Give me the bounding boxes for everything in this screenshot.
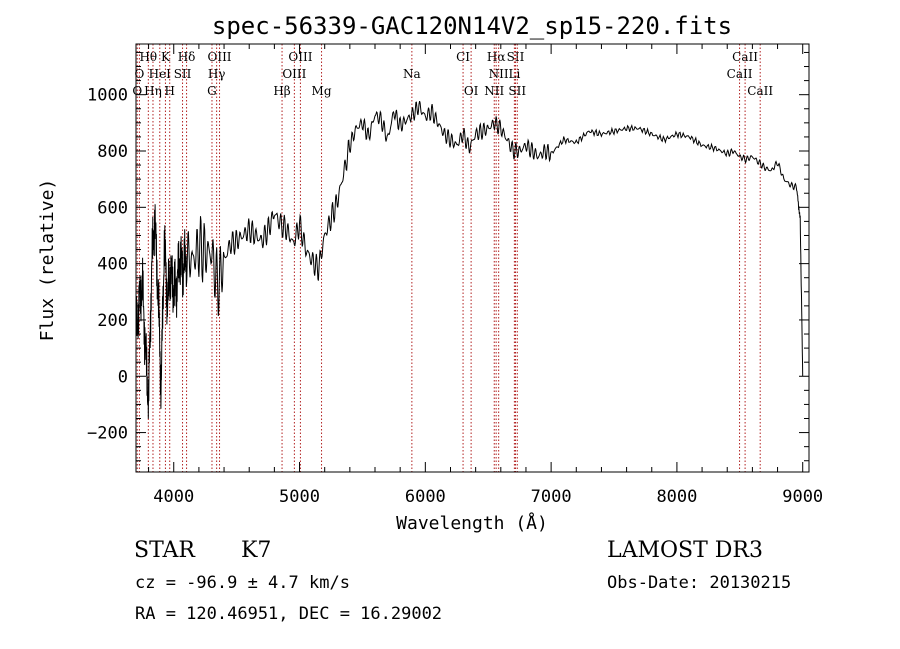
marker-label: OI — [464, 84, 479, 98]
marker-label: OIII — [288, 50, 312, 64]
plot-frame — [135, 43, 810, 473]
marker-label: Hα — [487, 50, 506, 64]
ra-dec-coordinates: RA = 120.46951, DEC = 16.29002 — [135, 604, 443, 624]
survey-name: LAMOST DR3 — [607, 538, 763, 563]
marker-label: Hθ — [139, 50, 157, 64]
x-axis: 4000 5000 6000 7000 8000 9000 — [148, 44, 823, 507]
marker-label: SII — [174, 67, 192, 81]
marker-label: Hδ — [178, 50, 196, 64]
redshift-velocity: cz = -96.9 ± 4.7 km/s — [135, 573, 350, 593]
marker-label: SII — [508, 84, 526, 98]
object-class: STAR — [134, 538, 195, 563]
marker-label: CaII — [747, 84, 773, 98]
x-tick-label: 9000 — [782, 487, 823, 507]
marker-label: Hγ — [208, 67, 226, 81]
y-tick-label: 800 — [97, 142, 128, 162]
y-tick-label: 400 — [97, 255, 128, 275]
y-tick-label: 0 — [118, 367, 128, 387]
marker-label: K — [161, 50, 171, 64]
marker-label: Li — [508, 67, 520, 81]
marker-label: HeI — [149, 67, 172, 81]
object-subclass: K7 — [241, 538, 272, 563]
marker-label: Na — [403, 67, 421, 81]
y-tick-label: −200 — [87, 424, 128, 444]
x-tick-label: 7000 — [531, 487, 572, 507]
marker-label: O — [134, 67, 144, 81]
y-axis: −200 0 200 400 600 800 1000 — [87, 51, 809, 462]
x-tick-label: 8000 — [656, 487, 697, 507]
marker-label: SII — [507, 50, 525, 64]
x-tick-label: 4000 — [153, 487, 194, 507]
marker-label: CI — [456, 50, 470, 64]
marker-label: Hη — [144, 84, 162, 98]
chart-title: spec-56339-GAC120N14V2_sp15-220.fits — [212, 12, 732, 40]
y-tick-label: 600 — [97, 198, 128, 218]
marker-label: NII — [489, 67, 509, 81]
y-tick-label: 1000 — [87, 86, 128, 106]
marker-label: NII — [484, 84, 504, 98]
marker-label: G — [207, 84, 217, 98]
y-tick-label: 200 — [97, 311, 128, 331]
marker-label: H — [164, 84, 174, 98]
spectrum-line — [135, 100, 804, 419]
marker-label: CaII — [727, 67, 753, 81]
marker-label: O — [132, 84, 142, 98]
x-tick-label: 5000 — [279, 487, 320, 507]
y-axis-label: Flux (relative) — [37, 179, 58, 342]
observation-date: Obs-Date: 20130215 — [607, 573, 792, 593]
spectrum-series — [135, 100, 804, 419]
marker-label: Mg — [312, 84, 332, 98]
marker-label: CaII — [732, 50, 758, 64]
marker-label: OIII — [282, 67, 306, 81]
marker-label: Hβ — [273, 84, 290, 98]
x-axis-label: Wavelength (Å) — [396, 512, 548, 534]
marker-label: OIII — [207, 50, 231, 64]
x-tick-label: 6000 — [405, 487, 446, 507]
